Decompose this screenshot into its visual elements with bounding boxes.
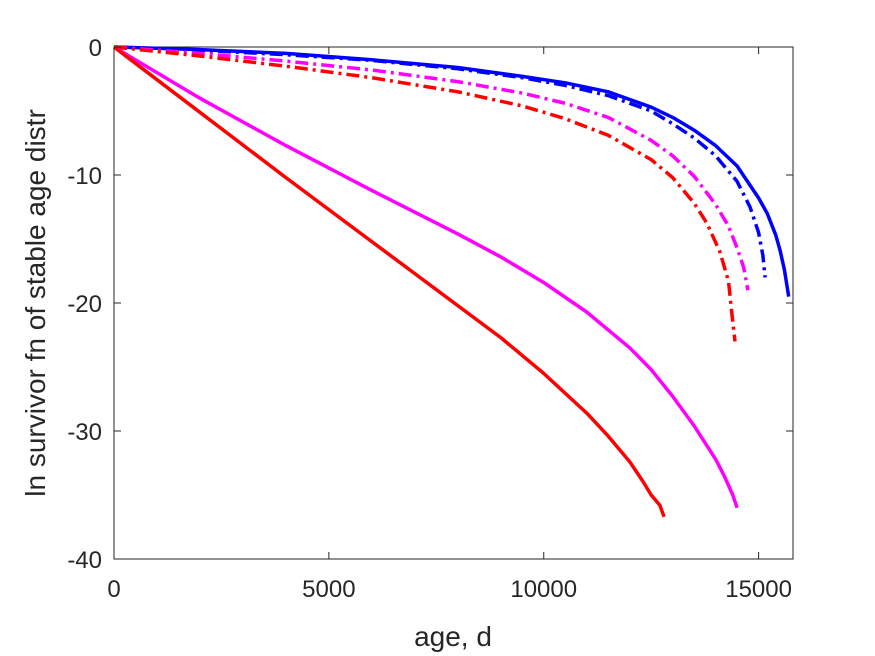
series-line-3 xyxy=(113,45,750,291)
x-axis-label: age, d xyxy=(414,621,492,652)
series-line-4 xyxy=(113,45,737,342)
series-layer xyxy=(112,45,791,518)
x-tick-label: 15000 xyxy=(725,576,792,603)
x-tick-label: 5000 xyxy=(302,576,355,603)
y-tick-label: -30 xyxy=(67,419,102,446)
y-axis-label: ln survivor fn of stable age distr xyxy=(20,109,51,497)
series-line-6 xyxy=(112,45,666,518)
y-tick-label: -10 xyxy=(67,163,102,190)
y-axis-ticks: -40 -30 -20 -10 0 xyxy=(67,35,793,574)
plot-area: 0 5000 10000 15000 -40 -30 -20 -10 0 xyxy=(67,35,794,603)
y-tick-label: -20 xyxy=(67,291,102,318)
x-tick-label: 0 xyxy=(107,576,120,603)
series-line-5 xyxy=(113,45,739,509)
x-axis-ticks: 0 5000 10000 15000 xyxy=(107,47,792,603)
y-tick-label: 0 xyxy=(89,35,102,62)
series-line-1 xyxy=(113,45,791,297)
y-tick-label: -40 xyxy=(67,547,102,574)
x-tick-label: 10000 xyxy=(510,576,577,603)
